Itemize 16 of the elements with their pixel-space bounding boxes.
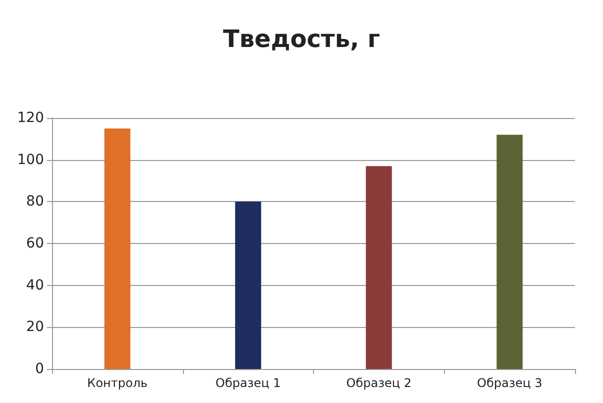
- y-tick-label: 40: [26, 277, 44, 294]
- x-tick-label: Контроль: [87, 376, 148, 390]
- x-tick-label: Образец 3: [477, 376, 542, 390]
- bar: [496, 134, 523, 369]
- bar: [104, 128, 130, 369]
- y-tick-label: 60: [26, 236, 44, 252]
- y-tick-label: 100: [17, 152, 44, 168]
- y-tick-label: 0: [35, 361, 44, 377]
- bar: [235, 202, 262, 369]
- bar: [366, 166, 392, 369]
- x-tick-label: Образец 2: [346, 376, 412, 390]
- y-tick-label: 80: [26, 194, 44, 210]
- x-tick-label: Образец 1: [216, 376, 281, 390]
- y-tick-label: 120: [17, 110, 44, 126]
- y-tick-label: 20: [26, 319, 44, 336]
- chart-title: Тведость, г: [222, 25, 380, 53]
